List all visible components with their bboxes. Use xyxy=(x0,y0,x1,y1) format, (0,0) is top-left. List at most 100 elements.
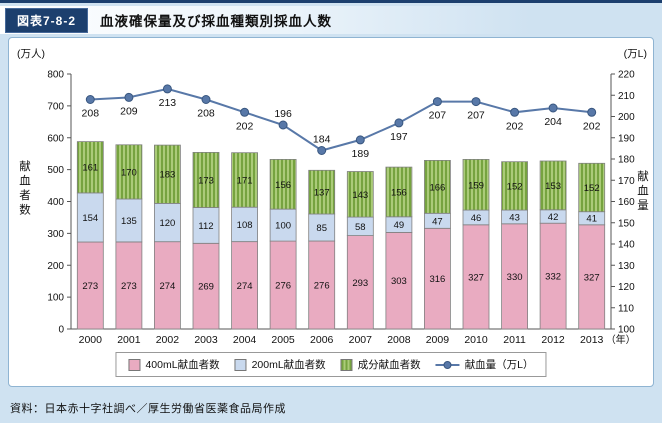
bar-segment-value: 42 xyxy=(548,212,559,223)
line-point xyxy=(432,97,442,107)
line-point-value: 208 xyxy=(82,108,100,120)
figure-title: 血液確保量及び採血種類別採血人数 xyxy=(100,14,333,29)
bar-segment-value: 47 xyxy=(432,216,443,227)
bar-segment xyxy=(385,166,413,218)
x-tick-label: 2007 xyxy=(349,334,373,346)
line-point xyxy=(587,107,597,117)
legend-label: 200mL献血者数 xyxy=(251,359,326,371)
line-point-value: 189 xyxy=(352,148,370,160)
legend-item: 200mL献血者数 xyxy=(234,357,326,372)
bar-segment xyxy=(423,227,451,330)
right-axis-unit: (万L) xyxy=(623,48,647,60)
line-point xyxy=(510,107,520,117)
bar-segment-value: 108 xyxy=(237,220,253,231)
bar-segment-value: 183 xyxy=(159,170,175,181)
bar-segment-value: 41 xyxy=(586,214,597,225)
right-tick-label: 140 xyxy=(618,240,635,251)
left-tick-label: 400 xyxy=(47,197,64,208)
x-tick-label: 2012 xyxy=(541,334,565,346)
volume-line xyxy=(90,87,592,152)
right-tick-label: 170 xyxy=(618,176,635,187)
bar-segment xyxy=(192,242,220,330)
chart-legend: 400mL献血者数 200mL献血者数 成分献血者数 献血量（万L） xyxy=(115,352,547,377)
left-tick-label: 500 xyxy=(47,165,64,176)
right-tick-label: 150 xyxy=(618,218,635,229)
bar-segment-value: 156 xyxy=(275,180,291,191)
bar-segment xyxy=(539,160,567,211)
line-point-value: 207 xyxy=(429,110,447,122)
bar-segment xyxy=(346,235,374,330)
bar-segment-value: 112 xyxy=(198,221,213,232)
source-note: 資料：日本赤十字社調べ／厚生労働省医薬食品局作成 xyxy=(10,403,286,415)
chart-canvas: 0 100 200 300 400 500 600 700 800 100 110 120 130 140… xyxy=(47,70,636,347)
bar-segment-value: 43 xyxy=(509,213,520,224)
bar-segment xyxy=(115,241,143,330)
bar-segment xyxy=(231,152,259,208)
line-point xyxy=(471,97,481,107)
bar-segment xyxy=(462,159,490,211)
bar-segment-value: 273 xyxy=(121,281,137,292)
bar-segment xyxy=(231,206,259,242)
left-axis-unit: (万人) xyxy=(17,48,45,60)
line-point xyxy=(124,92,134,102)
bar-segment xyxy=(76,192,104,243)
bar-segment xyxy=(501,223,529,330)
bar-segment-value: 171 xyxy=(237,176,253,187)
x-axis-suffix: （年） xyxy=(606,333,636,346)
bar-segment-value: 332 xyxy=(545,272,561,283)
legend-label: 400mL献血者数 xyxy=(145,359,220,371)
bar-segment xyxy=(346,171,374,218)
line-point-value: 197 xyxy=(390,131,408,143)
right-tick-label: 190 xyxy=(618,133,635,144)
left-tick-label: 800 xyxy=(47,70,64,81)
bar-segment xyxy=(192,152,220,208)
bar-segment-value: 273 xyxy=(82,281,98,292)
bar-segment xyxy=(423,160,451,214)
left-tick-label: 200 xyxy=(47,261,64,272)
left-tick-label: 600 xyxy=(47,133,64,144)
bar-segment xyxy=(539,222,567,330)
bar-segment xyxy=(153,144,181,204)
right-tick-label: 120 xyxy=(618,282,635,293)
bar-segment-value: 152 xyxy=(584,183,600,194)
bar-segment xyxy=(153,241,181,330)
bar-segment-value: 153 xyxy=(545,181,561,192)
line-point xyxy=(548,103,558,113)
line-point xyxy=(85,95,95,104)
bar-segment xyxy=(269,159,297,210)
left-tick-label: 300 xyxy=(47,229,64,240)
bar-segment-value: 303 xyxy=(391,276,407,287)
bar-segment-value: 152 xyxy=(507,181,523,192)
line-point-value: 207 xyxy=(467,110,485,122)
x-tick-label: 2008 xyxy=(387,334,411,346)
bar-segment-value: 143 xyxy=(352,190,368,201)
legend-line-swatch xyxy=(435,360,460,370)
right-tick-label: 180 xyxy=(618,155,635,166)
bar-segment xyxy=(231,241,259,330)
x-tick-label: 2011 xyxy=(503,334,526,346)
chart-card: 0 100 200 300 400 500 600 700 800 100 110 120 130 140… xyxy=(8,37,654,387)
line-point xyxy=(278,120,288,130)
bar-segment-value: 173 xyxy=(198,176,214,187)
bar-segment-value: 156 xyxy=(391,187,407,198)
bar-segment-value: 46 xyxy=(471,213,482,224)
bar-segment xyxy=(578,162,606,213)
bar-segment-value: 159 xyxy=(468,180,484,191)
bar-segment xyxy=(501,161,529,211)
bar-segment-value: 154 xyxy=(82,213,98,224)
line-point xyxy=(240,107,250,117)
bar-segment xyxy=(153,202,181,243)
bar-segment-value: 327 xyxy=(468,272,484,283)
right-tick-label: 200 xyxy=(618,112,635,123)
bar-segment-value: 85 xyxy=(316,223,327,234)
bar-segment xyxy=(308,169,336,215)
x-tick-label: 2003 xyxy=(194,334,218,346)
x-tick-label: 2005 xyxy=(271,334,295,346)
line-point xyxy=(201,95,211,104)
right-axis-title: 献血量 xyxy=(636,170,648,214)
line-point-value: 213 xyxy=(159,97,177,109)
bar-segment-value: 276 xyxy=(314,281,330,292)
legend-swatch xyxy=(234,358,247,371)
bar-segment-value: 58 xyxy=(355,222,366,233)
line-point xyxy=(394,118,404,128)
